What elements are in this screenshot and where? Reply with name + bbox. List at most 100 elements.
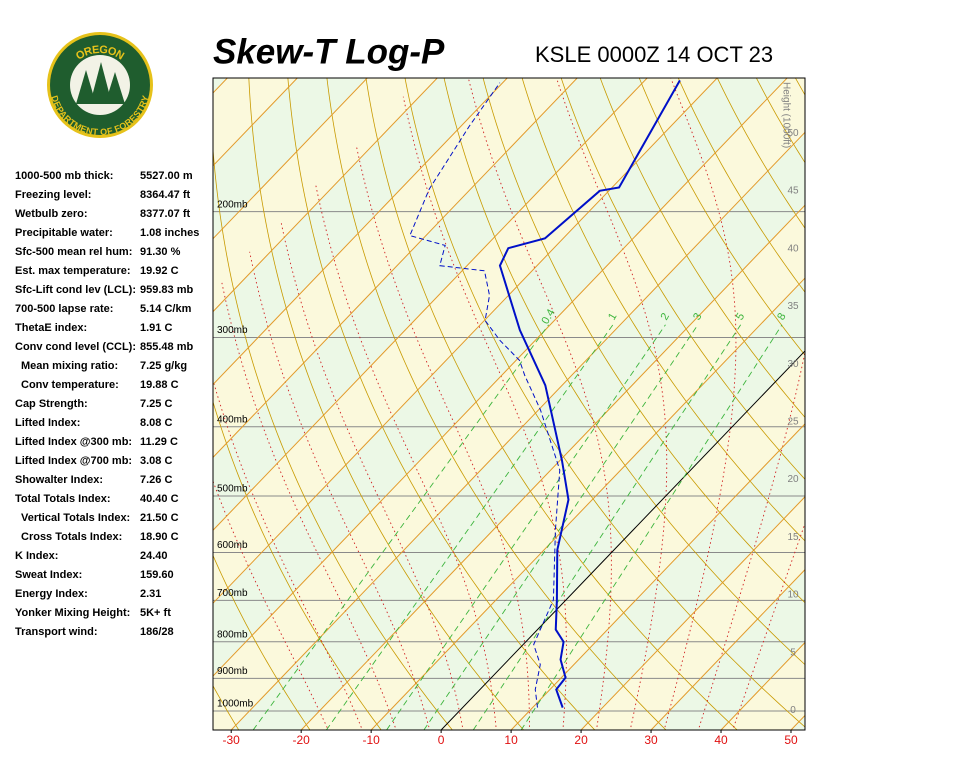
dry-adiabat — [213, 554, 311, 730]
logo-tree — [76, 70, 96, 104]
isotherm — [213, 78, 718, 604]
y2-tick-label: 5 — [790, 647, 796, 658]
mixing-ratio-label: 5 — [734, 311, 747, 322]
y2-tick-label: 15 — [787, 532, 799, 543]
moist-adiabat — [467, 78, 612, 730]
isotherm — [300, 204, 805, 730]
index-value: 7.25 C — [140, 398, 172, 410]
logo-top-text: OREGON — [74, 44, 126, 63]
plot-area: 0.4 1 2 3 5 8 — [213, 78, 960, 730]
index-label: Lifted Index: — [15, 417, 80, 429]
index-label: K Index: — [15, 550, 58, 562]
index-label: Est. max temperature: — [15, 265, 131, 277]
y-tick-label: 1000mb — [217, 699, 254, 710]
dry-adiabat — [287, 78, 596, 730]
moist-adiabat — [280, 220, 464, 730]
y2-tick-label: 10 — [787, 590, 799, 601]
index-label: Yonker Mixing Height: — [15, 607, 130, 619]
y2-tick-label: 35 — [787, 301, 799, 312]
isotherm — [370, 277, 805, 730]
mixing-ratio-line — [386, 324, 666, 730]
x-tick-label: 40 — [714, 733, 728, 747]
isotherm — [213, 78, 368, 240]
index-label: Lifted Index @700 mb: — [15, 455, 132, 467]
index-label: Transport wind: — [15, 626, 98, 638]
dry-adiabat — [248, 78, 524, 730]
index-label: Freezing level: — [15, 189, 91, 201]
index-label: 1000-500 mb thick: — [15, 170, 113, 182]
index-value: 855.48 mb — [140, 341, 193, 353]
y-tick-label: 600mb — [217, 540, 248, 551]
dry-adiabat — [443, 78, 805, 666]
axes: 200mb 300mb 400mb 500mb 600mb 700mb 800mb 900mb… — [212, 77, 806, 747]
index-value: 7.25 g/kg — [140, 360, 187, 372]
isotherm — [213, 78, 508, 386]
isotherm — [230, 131, 805, 730]
index-value: 91.30 % — [140, 246, 181, 258]
indices: 1000-500 mb thick: 5527.00 m Freezing leve… — [15, 170, 199, 638]
background-band — [791, 715, 805, 730]
dry-adiabat — [213, 144, 453, 730]
index-label: ThetaE index: — [15, 322, 87, 334]
index-label: 700-500 lapse rate: — [15, 303, 113, 315]
y2-tick-label: 20 — [787, 474, 799, 485]
isotherm — [861, 78, 960, 730]
index-label: Precipitable water: — [15, 227, 113, 239]
dry-adiabat — [795, 78, 805, 96]
index-value: 5K+ ft — [140, 607, 171, 619]
index-value: 3.08 C — [140, 455, 172, 467]
x-tick-label: 30 — [644, 733, 658, 747]
index-value: 959.83 mb — [140, 284, 193, 296]
x-tick-label: 20 — [574, 733, 588, 747]
y2-tick-label: 50 — [787, 128, 799, 139]
index-value: 19.92 C — [140, 265, 179, 277]
mixing-ratio-label: 3 — [691, 311, 704, 322]
background-band — [861, 78, 960, 730]
y-tick-label: 400mb — [217, 414, 248, 425]
isotherm — [213, 78, 648, 531]
dry-adiabat — [952, 78, 960, 730]
background-band — [213, 78, 805, 730]
dry-adiabat — [404, 78, 805, 728]
mixing-ratio-line — [423, 324, 699, 730]
index-label: Cap Strength: — [15, 398, 88, 410]
x-tick-label: 10 — [504, 733, 518, 747]
logo-tree — [90, 62, 112, 104]
index-label: Sweat Index: — [15, 569, 82, 581]
dry-adiabat — [913, 78, 960, 730]
isotherm — [650, 568, 805, 730]
isotherm — [790, 714, 805, 730]
dry-adiabat — [678, 78, 805, 293]
index-label: Showalter Index: — [15, 474, 103, 486]
index-label: Total Totals Index: — [15, 493, 111, 505]
isotherm — [213, 78, 788, 677]
background-band — [931, 78, 960, 730]
x-tick-label: 50 — [784, 733, 798, 747]
index-value: 1.08 inches — [140, 227, 199, 239]
isotherm — [510, 423, 805, 730]
index-value: 8.08 C — [140, 417, 172, 429]
y2-axis-label: Height (1000ft) — [780, 82, 791, 148]
dry-adiabat — [365, 78, 738, 730]
mixing-ratio-label: 1 — [606, 311, 619, 322]
mixing-ratio-label: 8 — [775, 311, 788, 322]
y2-tick-label: 25 — [787, 417, 799, 428]
dry-adiabat — [599, 78, 805, 419]
plot-frame — [212, 77, 806, 731]
dry-adiabat — [835, 78, 960, 730]
index-value: 8377.07 ft — [140, 208, 190, 220]
index-value: 7.26 C — [140, 474, 172, 486]
dry-adiabat — [482, 78, 805, 604]
logo-top-text: OREGON — [74, 44, 126, 63]
index-label: Conv cond level (CCL): — [15, 341, 136, 353]
x-tick-label: -20 — [292, 733, 310, 747]
index-value: 159.60 — [140, 569, 174, 581]
dry-adiabat — [874, 78, 960, 730]
index-value: 1.91 C — [140, 322, 172, 334]
index-label: Sfc-Lift cond lev (LCL): — [15, 284, 136, 296]
index-value: 11.29 C — [140, 436, 178, 448]
isotherm — [213, 78, 438, 313]
index-value: 18.90 C — [140, 531, 179, 543]
dry-adiabat — [326, 78, 667, 730]
